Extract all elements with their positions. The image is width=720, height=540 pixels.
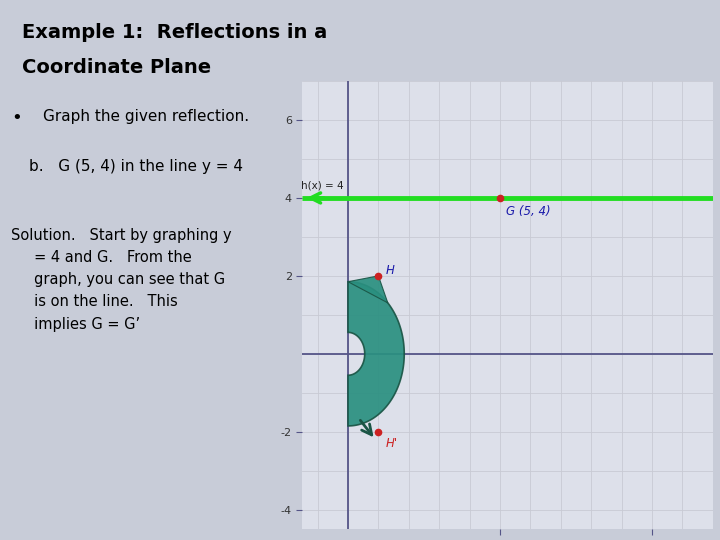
Text: Coordinate Plane: Coordinate Plane: [22, 58, 211, 77]
Text: H: H: [386, 264, 395, 277]
Text: h(x) = 4: h(x) = 4: [301, 181, 343, 191]
Polygon shape: [348, 282, 404, 426]
Polygon shape: [348, 276, 388, 303]
Text: Example 1:  Reflections in a: Example 1: Reflections in a: [22, 23, 327, 42]
Text: •: •: [11, 109, 22, 126]
Text: H': H': [386, 437, 398, 450]
Text: Solution.   Start by graphing y
     = 4 and G.   From the
     graph, you can s: Solution. Start by graphing y = 4 and G.…: [11, 228, 231, 332]
Text: G (5, 4): G (5, 4): [506, 205, 551, 219]
Text: Graph the given reflection.: Graph the given reflection.: [43, 109, 249, 124]
Text: b.   G (5, 4) in the line y = 4: b. G (5, 4) in the line y = 4: [29, 159, 243, 174]
